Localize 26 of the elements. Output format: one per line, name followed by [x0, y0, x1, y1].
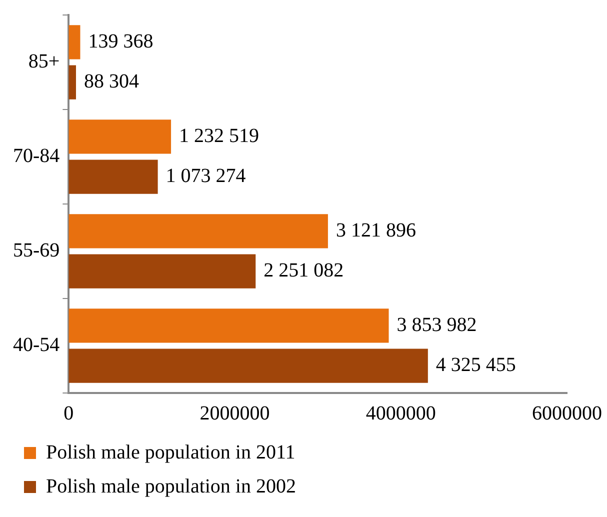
bar	[68, 348, 428, 383]
data-label: 3 121 896	[336, 219, 416, 242]
x-tick-label: 6000000	[532, 402, 602, 424]
bar	[68, 160, 158, 194]
x-tick-label: 2000000	[200, 402, 270, 424]
data-label: 1 073 274	[166, 165, 246, 188]
legend-label: Polish male population in 2011	[46, 441, 296, 464]
y-tick-label: 70-84	[12, 145, 60, 167]
data-label: 3 853 982	[396, 314, 477, 336]
bar	[68, 308, 389, 343]
data-label: 88 304	[84, 70, 139, 93]
bar	[68, 25, 80, 60]
bar	[68, 65, 76, 100]
x-tick-label: 0	[64, 402, 74, 424]
data-label: 4 325 455	[436, 354, 516, 376]
y-tick-label: 85+	[28, 50, 60, 72]
bar	[68, 214, 328, 248]
y-tick-label: 40-54	[12, 334, 60, 356]
legend-label: Polish male population in 2002	[46, 475, 296, 498]
bar	[68, 120, 172, 154]
bar	[68, 254, 256, 288]
data-label: 2 251 082	[264, 260, 344, 282]
y-tick-label: 55-69	[12, 240, 60, 262]
x-tick-label: 4000000	[366, 402, 436, 424]
data-label: 1 232 519	[179, 124, 260, 147]
data-label: 139 368	[88, 30, 154, 52]
